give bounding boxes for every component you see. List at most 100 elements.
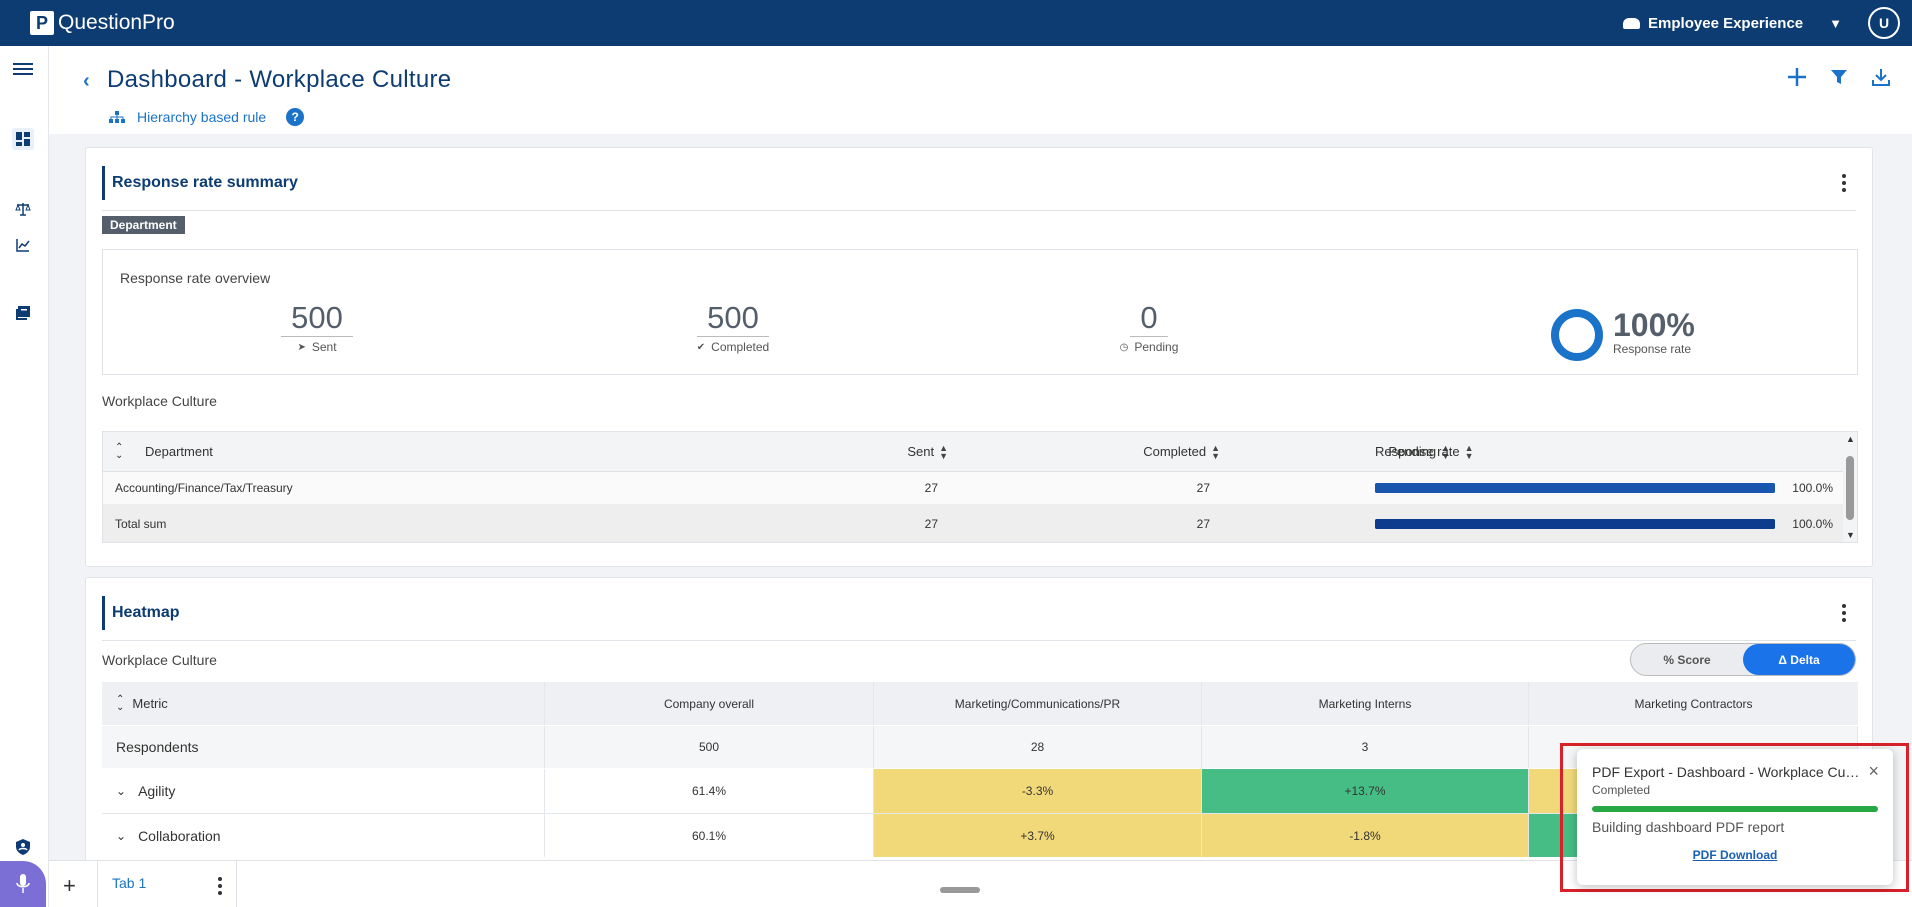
response-rate-table: ⌃ ⌄ Department Sent ▲ ▼ Completed ▲ ▼ Pending… [102, 431, 1858, 543]
page-header: ‹ Dashboard - Workplace Culture Hierarch… [49, 46, 1912, 134]
toast-message: Building dashboard PDF report [1592, 819, 1785, 835]
divider [102, 210, 1856, 211]
microphone-icon [16, 874, 30, 893]
response-rate-value: 100% [1613, 307, 1695, 343]
app-logo[interactable]: P QuestionPro [30, 11, 175, 35]
table-scrollbar[interactable]: ▲ ▼ [1843, 432, 1857, 542]
help-icon[interactable]: ? [286, 108, 305, 126]
export-progress-bar [1592, 806, 1878, 812]
cell-department: Accounting/Finance/Tax/Treasury [115, 481, 293, 495]
heatmap-cell: -1.8% [1202, 814, 1529, 857]
heatmap-header-row: ⌃ ⌄ Metric Company overall Marketing/Commu… [102, 682, 1858, 726]
send-icon: ➤ [297, 341, 306, 353]
toggle-delta[interactable]: Δ Delta [1743, 644, 1855, 675]
download-icon [1872, 69, 1890, 86]
response-rate-label: Response rate [1613, 342, 1692, 356]
heatmap-cell: 3 [1202, 726, 1529, 768]
chevron-down-icon: ⌄ [116, 784, 127, 798]
logo-text: QuestionPro [58, 11, 175, 34]
column-header-department[interactable]: Department [145, 444, 213, 459]
cell-response-rate: 100.0% [1792, 481, 1833, 495]
scroll-down-icon[interactable]: ▼ [1846, 530, 1855, 540]
check-circle-icon: ✔ [696, 341, 706, 353]
toast-status: Completed [1592, 783, 1651, 797]
table-header: ⌃ ⌄ Department Sent ▲ ▼ Completed ▲ ▼ Pending… [103, 432, 1857, 472]
hierarchy-rule-link[interactable]: Hierarchy based rule ? [109, 108, 305, 126]
chevron-down-icon: ⌄ [116, 828, 127, 843]
table-row-total: Total sum 27 27 0 100.0% [103, 504, 1857, 542]
add-widget-button[interactable] [1786, 66, 1808, 88]
stat-value: 0 [1130, 300, 1168, 337]
sort-icon: ▲ ▼ [1441, 442, 1450, 461]
response-overview: Response rate overview 500 ➤ Sent 500 ✔ Co… [102, 249, 1858, 375]
cell-sent: 27 [924, 481, 938, 495]
column-header-completed[interactable]: Completed ▲ ▼ [1143, 442, 1220, 461]
row-label-collaboration[interactable]: ⌄ Collaboration [102, 814, 545, 857]
caret-down-icon[interactable]: ▼ [1829, 15, 1842, 31]
dashboard-icon[interactable] [12, 128, 34, 150]
response-rate-bar-fill [1375, 519, 1775, 529]
scroll-thumb[interactable] [1846, 456, 1854, 520]
download-button[interactable] [1870, 66, 1892, 88]
cell-sent: 27 [924, 517, 938, 531]
scroll-up-icon[interactable]: ▲ [1846, 434, 1855, 444]
microphone-button[interactable] [0, 861, 46, 907]
column-header-response-rate[interactable]: Response rate ▲ ▼ [1375, 442, 1474, 461]
column-header-metric[interactable]: ⌃ ⌄ Metric [102, 682, 545, 725]
filter-button[interactable] [1828, 66, 1850, 88]
row-label: Respondents [102, 726, 545, 768]
stat-label: Completed [711, 340, 770, 354]
stat-pending: 0 ◷ Pending [1079, 300, 1219, 354]
cell-department: Total sum [115, 517, 167, 531]
toggle-score[interactable]: % Score [1663, 652, 1711, 667]
column-header-sent[interactable]: Sent ▲ ▼ [907, 442, 948, 461]
table-section-label: Workplace Culture [102, 393, 217, 409]
stat-completed: 500 ✔ Completed [663, 300, 803, 354]
response-rate-card: Response rate summary Department Respons… [85, 147, 1873, 567]
trend-chart-icon[interactable] [12, 234, 34, 256]
score-delta-toggle[interactable]: % Score Δ Delta [1630, 643, 1856, 676]
hierarchy-rule-label: Hierarchy based rule [137, 109, 267, 125]
logo-mark: P [30, 11, 54, 35]
user-avatar[interactable]: U [1868, 7, 1900, 39]
scale-icon[interactable] [12, 198, 34, 220]
column-header-company-overall: Company overall [545, 682, 874, 725]
tab-label: Tab 1 [112, 875, 147, 891]
heatmap-cell: 28 [874, 726, 1202, 768]
product-switcher[interactable]: Employee Experience [1623, 15, 1803, 32]
heatmap-card: Heatmap Workplace Culture % Score Δ Delt… [85, 577, 1873, 877]
hamburger-menu-icon[interactable] [12, 58, 34, 80]
heatmap-section-label: Workplace Culture [102, 652, 217, 668]
divider [102, 640, 1856, 641]
pdf-download-link[interactable]: PDF Download [1692, 848, 1778, 862]
page-scrollbar[interactable] [1904, 134, 1912, 860]
top-bar: P QuestionPro Employee Experience ▼ U [0, 0, 1912, 46]
add-tab-button[interactable]: + [63, 873, 76, 898]
stat-label: Pending [1134, 340, 1179, 354]
cell-response-rate: 100.0% [1792, 517, 1833, 531]
row-label-agility[interactable]: ⌄ Agility [102, 769, 545, 813]
drag-handle[interactable] [940, 887, 980, 893]
back-chevron-icon[interactable]: ‹ [83, 70, 90, 92]
expand-collapse-icon[interactable]: ⌃ ⌄ [115, 441, 124, 461]
report-icon[interactable] [12, 302, 34, 324]
heatmap-cell: 60.1% [545, 814, 874, 857]
clock-icon: ◷ [1119, 341, 1129, 353]
toast-title: PDF Export - Dashboard - Workplace Cultu… [1592, 764, 1862, 780]
response-rate-ring [1551, 309, 1603, 361]
heatmap-respondents-row: Respondents 500 28 3 [102, 726, 1858, 769]
tab-1[interactable]: Tab 1 [97, 861, 237, 907]
card-title: Heatmap [102, 596, 180, 630]
card-menu-icon[interactable] [1842, 174, 1846, 195]
privacy-shield-icon[interactable] [12, 836, 34, 858]
card-menu-icon[interactable] [1842, 604, 1846, 625]
column-header-marketing-interns: Marketing Interns [1202, 682, 1529, 725]
table-row: Accounting/Finance/Tax/Treasury 27 27 0 … [103, 472, 1857, 504]
heatmap-cell: -3.3% [874, 769, 1202, 813]
hierarchy-icon [109, 111, 125, 123]
tab-menu-icon[interactable] [218, 877, 222, 898]
heatmap-cell: 61.4% [545, 769, 874, 813]
overview-label: Response rate overview [120, 270, 271, 286]
column-header-pending[interactable]: Pending ▲ ▼ [1388, 442, 1450, 461]
close-icon[interactable]: × [1868, 761, 1879, 781]
